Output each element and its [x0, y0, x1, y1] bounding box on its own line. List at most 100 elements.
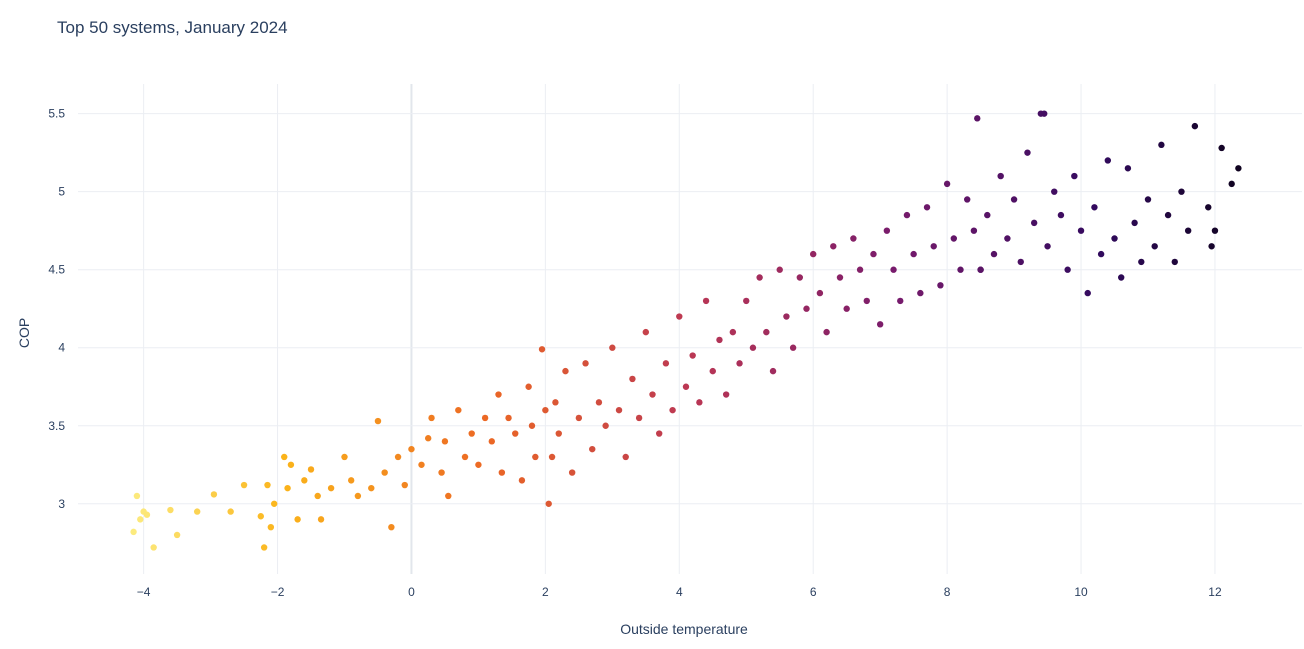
data-point: [193, 508, 201, 515]
data-point: [301, 477, 308, 484]
data-point: [917, 289, 924, 297]
data-point: [749, 344, 757, 351]
data-point: [1044, 243, 1051, 250]
data-point: [984, 211, 991, 219]
y-axis-ticks: 3 3.5 4 4.5 5 5.5: [48, 107, 65, 511]
data-point: [1208, 243, 1215, 250]
data-point: [307, 466, 315, 473]
data-point: [1010, 196, 1018, 203]
data-point: [498, 469, 506, 476]
data-point: [769, 367, 777, 375]
data-point: [347, 477, 355, 484]
data-point: [709, 367, 716, 375]
data-point: [1158, 141, 1165, 149]
data-point: [525, 383, 532, 390]
data-point: [173, 531, 181, 539]
data-point: [776, 266, 783, 273]
gridlines: [78, 84, 1302, 574]
data-points: [130, 110, 1242, 551]
data-point: [1235, 165, 1242, 172]
data-point: [167, 506, 174, 514]
data-point: [294, 516, 301, 523]
data-point: [481, 414, 489, 422]
data-point: [418, 461, 425, 468]
data-point: [555, 430, 562, 437]
x-tick-label: −4: [137, 585, 151, 599]
data-point: [408, 445, 415, 453]
data-point: [796, 274, 804, 281]
data-point: [461, 453, 469, 461]
data-point: [270, 500, 278, 507]
y-tick-label: 4.5: [48, 263, 65, 277]
data-point: [1178, 188, 1185, 195]
data-point: [615, 406, 623, 414]
data-point: [227, 508, 234, 515]
data-point: [1151, 243, 1158, 250]
data-point: [1144, 196, 1152, 203]
data-point: [1124, 165, 1132, 172]
x-tick-label: 8: [944, 585, 951, 599]
data-point: [635, 414, 643, 422]
data-point: [716, 336, 723, 344]
x-axis-ticks: −4 −2 0 2 4 6 8 10 12: [137, 585, 1222, 599]
data-point: [1024, 149, 1031, 156]
x-axis-title: Outside temperature: [620, 621, 748, 637]
data-point: [1118, 274, 1125, 281]
data-point: [655, 430, 663, 437]
y-tick-label: 3: [58, 497, 65, 511]
data-point: [910, 250, 917, 258]
data-point: [997, 172, 1004, 180]
data-point: [284, 484, 291, 492]
data-point: [676, 313, 683, 320]
data-point: [903, 211, 911, 219]
data-point: [629, 375, 636, 383]
data-point: [428, 414, 435, 422]
data-point: [374, 417, 382, 425]
data-point: [930, 243, 937, 250]
data-point: [856, 266, 864, 273]
data-point: [589, 445, 596, 453]
data-point: [512, 430, 519, 437]
data-point: [1064, 266, 1071, 273]
data-point: [950, 235, 958, 242]
data-point: [267, 523, 275, 531]
data-point: [445, 492, 452, 500]
data-point: [702, 297, 710, 305]
data-point: [696, 399, 703, 406]
data-point: [642, 328, 650, 336]
data-point: [240, 481, 248, 489]
data-point: [354, 492, 362, 500]
y-tick-label: 4: [58, 341, 65, 355]
data-point: [622, 453, 629, 461]
data-point: [662, 360, 670, 367]
data-point: [133, 492, 141, 500]
data-point: [257, 513, 264, 520]
data-point: [1218, 144, 1225, 152]
data-point: [505, 414, 512, 422]
data-point: [137, 516, 144, 523]
data-point: [682, 383, 690, 390]
x-tick-label: −2: [271, 585, 285, 599]
data-point: [260, 544, 268, 551]
data-point: [689, 352, 696, 359]
data-point: [923, 204, 931, 211]
data-point: [722, 391, 730, 398]
data-point: [394, 453, 402, 461]
data-point: [1057, 211, 1065, 219]
data-point: [1041, 110, 1048, 117]
data-point: [729, 328, 737, 336]
data-point: [977, 266, 984, 273]
data-point: [883, 227, 891, 234]
data-point: [810, 250, 817, 258]
data-point: [401, 481, 408, 489]
data-point: [317, 516, 325, 523]
data-point: [582, 360, 589, 367]
data-point: [150, 544, 157, 551]
data-point: [1030, 219, 1038, 227]
data-point: [388, 523, 395, 531]
data-point: [545, 500, 552, 507]
data-point: [763, 328, 770, 336]
chart-title: Top 50 systems, January 2024: [57, 18, 288, 37]
data-point: [970, 227, 978, 234]
